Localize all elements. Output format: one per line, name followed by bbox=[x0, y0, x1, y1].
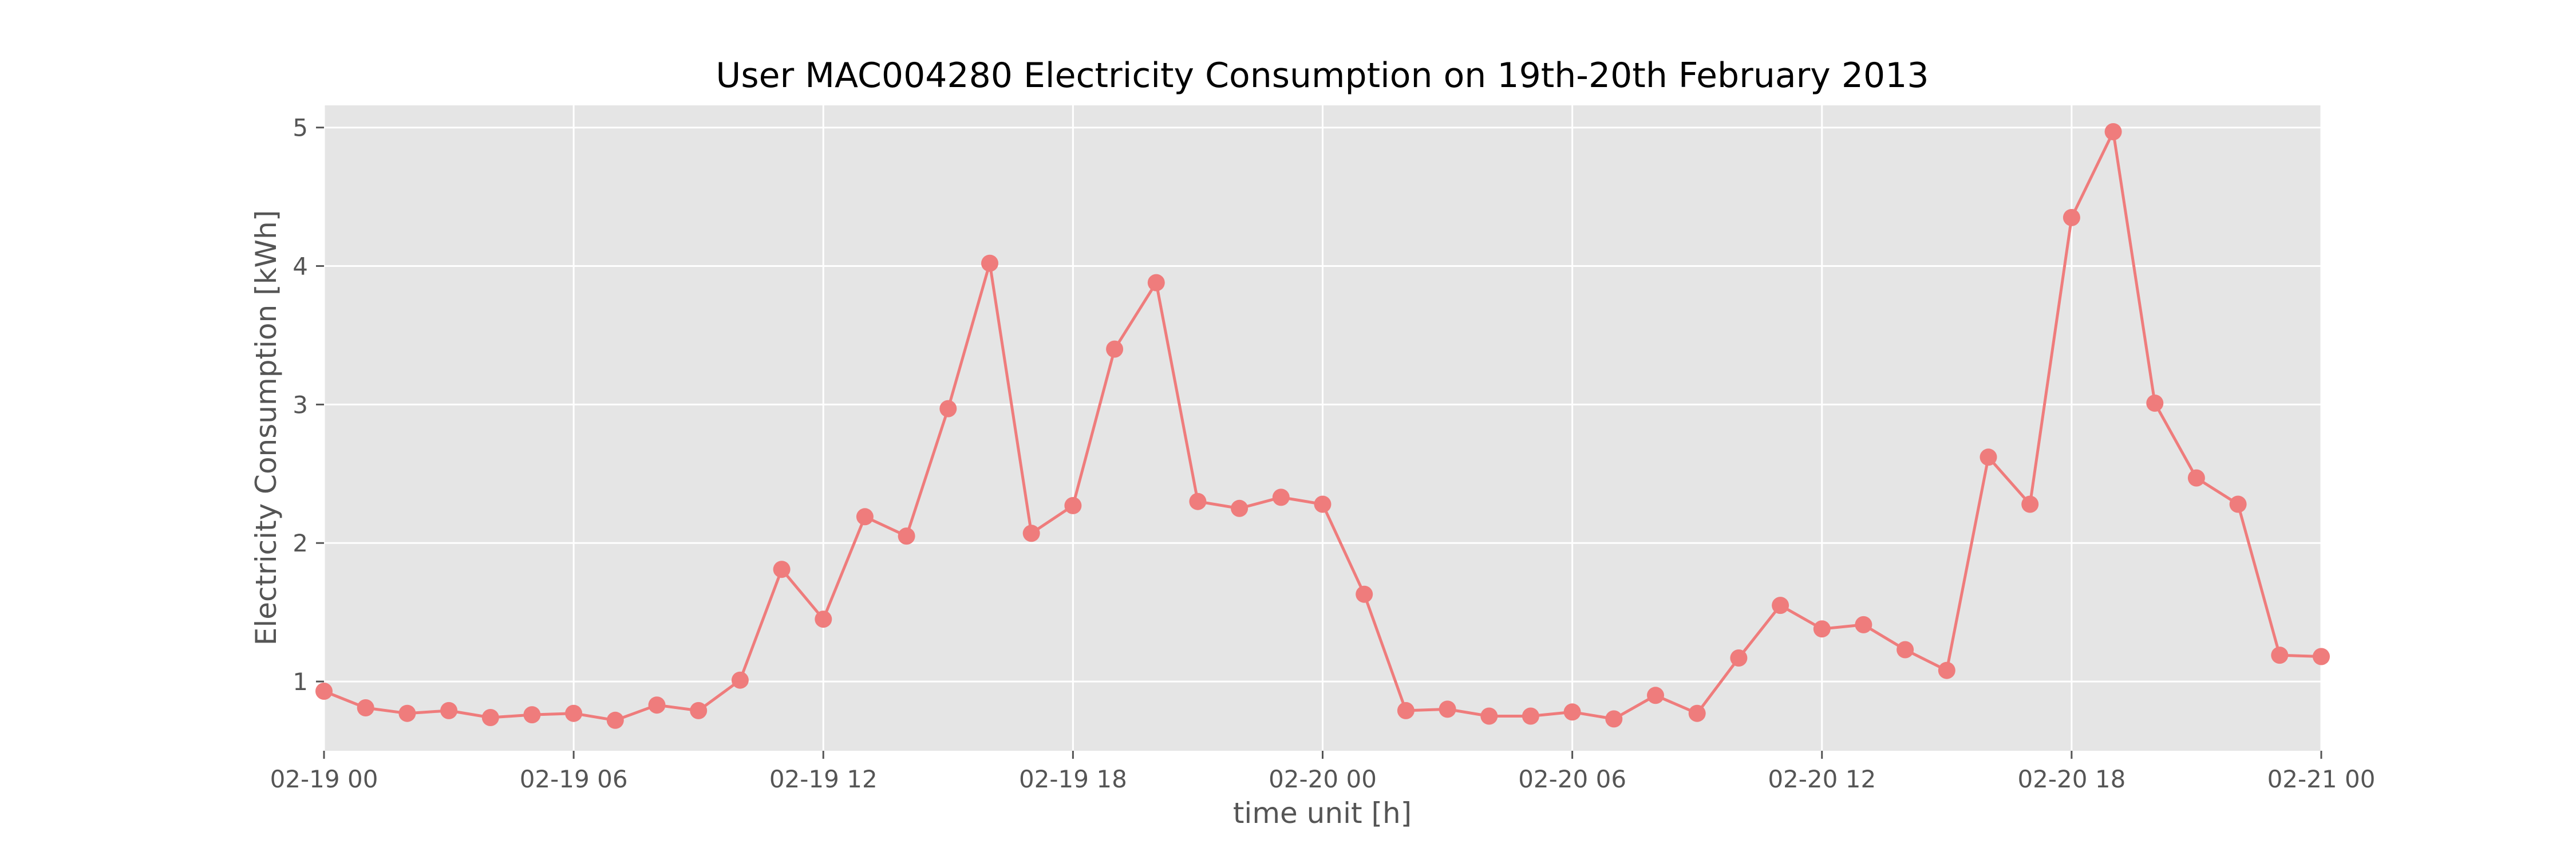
data-point bbox=[1314, 495, 1332, 513]
data-point bbox=[1730, 649, 1748, 667]
data-point bbox=[981, 254, 998, 272]
data-point bbox=[315, 683, 333, 700]
data-point bbox=[1688, 704, 1706, 722]
data-point bbox=[856, 508, 874, 526]
data-point bbox=[398, 704, 416, 722]
y-axis-label: Electricity Consumption [kWh] bbox=[250, 210, 283, 645]
data-point bbox=[1064, 497, 1082, 514]
data-point bbox=[1563, 703, 1581, 721]
y-tick-label: 1 bbox=[293, 668, 308, 696]
data-point bbox=[1647, 687, 1664, 704]
data-point bbox=[1231, 499, 1249, 517]
data-point bbox=[2063, 208, 2080, 226]
data-point bbox=[2104, 123, 2122, 140]
series-layer bbox=[315, 123, 2330, 729]
data-point bbox=[2271, 647, 2289, 664]
data-point bbox=[440, 702, 458, 719]
data-point bbox=[2313, 648, 2330, 665]
data-point bbox=[606, 711, 624, 729]
data-point bbox=[939, 400, 957, 417]
data-point bbox=[2021, 495, 2039, 513]
data-point bbox=[815, 610, 832, 628]
x-axis-label: time unit [h] bbox=[1233, 797, 1412, 830]
y-tick-label: 5 bbox=[293, 114, 308, 142]
data-point bbox=[1522, 707, 1539, 725]
data-point bbox=[773, 561, 791, 578]
x-tick-label: 02-19 18 bbox=[1019, 765, 1127, 793]
data-point bbox=[2229, 495, 2247, 513]
data-point bbox=[1897, 641, 1914, 659]
axes: 02-19 00 02-19 06 02-19 12 02-19 18 02-20 00… bbox=[270, 114, 2376, 793]
x-tick-label: 02-19 12 bbox=[769, 765, 878, 793]
data-point bbox=[1980, 448, 1997, 466]
data-point bbox=[481, 709, 499, 726]
data-point bbox=[1147, 274, 1165, 291]
data-point bbox=[731, 671, 749, 689]
data-point bbox=[898, 527, 915, 545]
data-point bbox=[1272, 488, 1290, 506]
data-point bbox=[1397, 702, 1415, 719]
data-point bbox=[523, 706, 541, 724]
x-tick-label: 02-19 06 bbox=[520, 765, 628, 793]
data-point bbox=[1938, 661, 1955, 679]
data-point bbox=[1605, 710, 1623, 728]
x-tick-label: 02-20 12 bbox=[1768, 765, 1876, 793]
x-tick-label: 02-20 00 bbox=[1269, 765, 1377, 793]
data-point bbox=[565, 704, 583, 722]
data-point bbox=[1813, 620, 1831, 638]
data-point bbox=[690, 702, 708, 719]
x-tick-label: 02-20 06 bbox=[1518, 765, 1626, 793]
y-tick-label: 2 bbox=[293, 529, 308, 557]
data-point bbox=[648, 696, 666, 714]
data-point bbox=[2146, 395, 2164, 412]
data-point bbox=[1855, 616, 1872, 633]
y-tick-label: 3 bbox=[293, 391, 308, 419]
data-point bbox=[357, 699, 374, 716]
y-tick-label: 4 bbox=[293, 253, 308, 281]
data-point bbox=[1480, 707, 1498, 725]
data-point bbox=[1189, 492, 1207, 510]
data-point bbox=[1106, 340, 1124, 358]
x-tick-label: 02-21 00 bbox=[2267, 765, 2376, 793]
data-point bbox=[1439, 700, 1456, 718]
data-point bbox=[1772, 597, 1789, 614]
data-point bbox=[1356, 585, 1373, 603]
x-tick-label: 02-20 18 bbox=[2017, 765, 2125, 793]
data-point bbox=[2187, 469, 2205, 487]
chart-title: User MAC004280 Electricity Consumption o… bbox=[716, 56, 1929, 96]
x-tick-label: 02-19 00 bbox=[270, 765, 378, 793]
data-point bbox=[1022, 525, 1040, 542]
